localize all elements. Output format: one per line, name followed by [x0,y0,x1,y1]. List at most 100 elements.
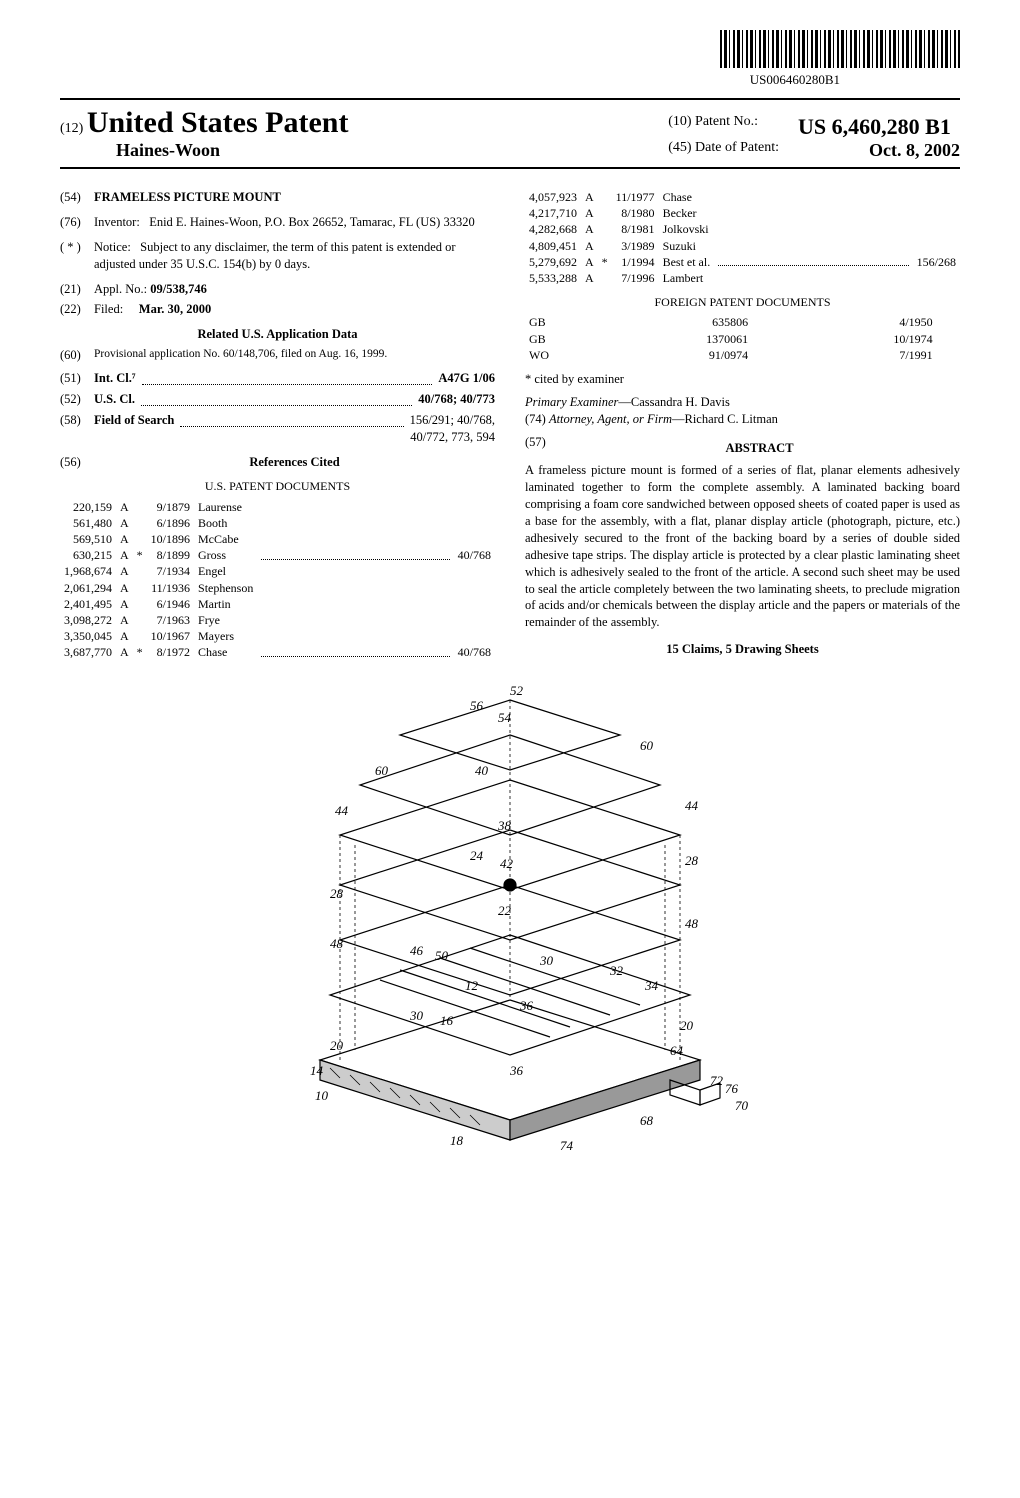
header-right: (10) Patent No.: US 6,460,280 B1 (45) Da… [668,114,960,161]
figure-ref-label: 28 [330,886,344,901]
notice-num: ( * ) [60,239,94,273]
figure-ref-label: 20 [680,1018,694,1033]
ref-row: 630,215A*8/1899Gross40/768 [60,547,495,563]
figure-ref-label: 68 [640,1113,654,1128]
barcode-number: US006460280B1 [60,72,960,88]
figure-ref-label: 14 [310,1063,324,1078]
appl-num: (21) [60,281,94,298]
figure-ref-label: 46 [410,943,424,958]
prov-num: (60) [60,347,94,364]
appl-val: 09/538,746 [150,282,207,296]
figure-ref-label: 72 [710,1073,724,1088]
figure-ref-label: 16 [440,1013,454,1028]
barcode-area [60,30,960,68]
figure-ref-label: 76 [725,1081,739,1096]
figure-ref-label: 40 [475,763,489,778]
attorney-num: (74) [525,412,546,426]
ref-row: 4,217,710A8/1980Becker [525,205,960,221]
dotted-line [142,375,433,385]
patent-no: US 6,460,280 B1 [798,114,951,140]
attorney-label: Attorney, Agent, or Firm [549,412,672,426]
figure-area: 5256544060604444384224282822484846503032… [60,680,960,1160]
appl-label: Appl. No.: [94,282,147,296]
figure-ref-label: 44 [335,803,349,818]
intcl-num: (51) [60,370,94,387]
prov-text: Provisional application No. 60/148,706, … [94,347,495,364]
patent-no-label: (10) Patent No.: [668,114,758,140]
ref-row: 4,809,451A3/1989Suzuki [525,238,960,254]
fos-val1: 156/291; 40/768, [410,412,495,429]
figure-ref-label: 64 [670,1043,684,1058]
figure-ref-label: 48 [330,936,344,951]
patent-date: Oct. 8, 2002 [869,140,960,161]
ref-row: 4,057,923A11/1977Chase [525,189,960,205]
figure-ref-label: 12 [465,978,479,993]
figure-ref-label: 30 [409,1008,424,1023]
examiner-label: Primary Examiner [525,395,618,409]
ref-row: 2,061,294A11/1936Stephenson [60,580,495,596]
figure-ref-label: 28 [685,853,699,868]
figure-ref-label: 74 [560,1138,574,1153]
figure-ref-label: 70 [735,1098,749,1113]
ref-row: 569,510A10/1896McCabe [60,531,495,547]
filed-num: (22) [60,301,94,318]
examiner-name: —Cassandra H. Davis [618,395,729,409]
figure-ref-label: 22 [498,903,512,918]
title-num: (54) [60,189,94,206]
ref-row: 5,533,288A7/1996Lambert [525,270,960,286]
related-head: Related U.S. Application Data [60,326,495,343]
left-column: (54) FRAMELESS PICTURE MOUNT (76) Invent… [60,189,495,660]
country-line: United States Patent [87,106,349,139]
figure-ref-label: 34 [644,978,659,993]
uscl-val: 40/768; 40/773 [418,392,495,406]
inventor-label: Inventor: [94,215,140,229]
barcode-graphic [720,30,960,68]
fos-val2: 40/772, 773, 594 [94,429,495,446]
patent-figure: 5256544060604444384224282822484846503032… [240,680,780,1160]
abstract-text: A frameless picture mount is formed of a… [525,462,960,631]
figure-ref-label: 50 [435,948,449,963]
inventor-num: (76) [60,214,94,231]
header-left: (12) United States Patent Haines-Woon [60,106,348,161]
header-inventor: Haines-Woon [60,140,348,161]
figure-ref-label: 36 [509,1063,524,1078]
intcl-val: A47G 1/06 [438,370,495,387]
ref-row: GB6358064/1950 [525,314,960,330]
doc-code: (12) [60,121,83,136]
ref-row: 561,480A6/1896Booth [60,515,495,531]
figure-ref-label: 32 [609,963,624,978]
header-row: (12) United States Patent Haines-Woon (1… [60,98,960,169]
ref-row: 220,159A9/1879Laurense [60,499,495,515]
cited-note: * cited by examiner [525,371,960,388]
dotted-line [180,417,403,427]
dotted-line [141,396,412,406]
filed-val: Mar. 30, 2000 [139,302,211,316]
us-refs-table: 220,159A9/1879Laurense561,480A6/1896Boot… [60,499,495,661]
figure-ref-label: 60 [375,763,389,778]
notice-label: Notice: [94,240,131,254]
refs-num: (56) [60,454,94,471]
fos-num: (58) [60,412,94,446]
filed-label: Filed: [94,302,123,316]
ref-row: WO91/09747/1991 [525,347,960,363]
claims-line: 15 Claims, 5 Drawing Sheets [525,641,960,658]
figure-ref-label: 30 [539,953,554,968]
figure-ref-label: 24 [470,848,484,863]
us-docs-head: U.S. PATENT DOCUMENTS [60,478,495,494]
inventor-text: Enid E. Haines-Woon, P.O. Box 26652, Tam… [149,215,475,229]
intcl-label: Int. Cl.⁷ [94,370,136,387]
ref-row: 1,968,674A7/1934Engel [60,563,495,579]
figure-ref-label: 36 [519,998,534,1013]
fos-label: Field of Search [94,412,174,429]
refs-label: References Cited [249,455,339,469]
ref-row: 4,282,668A8/1981Jolkovski [525,221,960,237]
ref-row: 3,098,272A7/1963Frye [60,612,495,628]
ref-row: 5,279,692A*1/1994Best et al.156/268 [525,254,960,270]
figure-ref-label: 54 [498,710,512,725]
figure-ref-label: 18 [450,1133,464,1148]
notice-text: Subject to any disclaimer, the term of t… [94,240,456,271]
ref-row: GB137006110/1974 [525,331,960,347]
abstract-num: (57) [525,434,559,463]
uscl-label: U.S. Cl. [94,391,135,408]
uscl-num: (52) [60,391,94,408]
